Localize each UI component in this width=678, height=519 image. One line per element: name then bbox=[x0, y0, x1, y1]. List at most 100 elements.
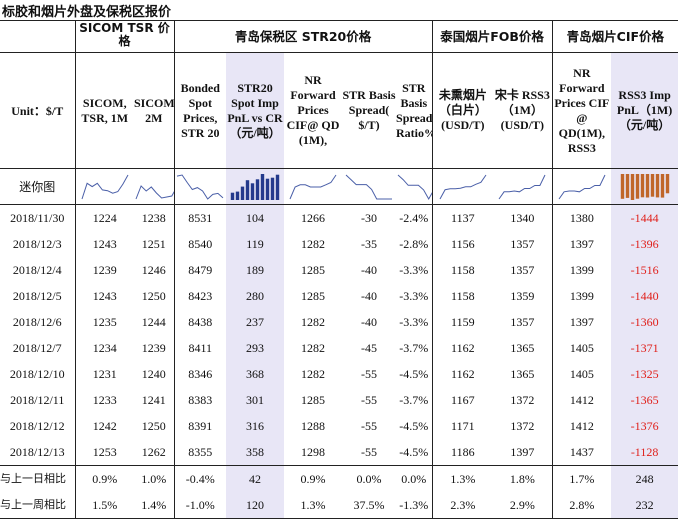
group-thai-fob: 泰国烟片FOB价格 bbox=[432, 20, 553, 53]
cell-nr_fwd_rss3: 1397 bbox=[569, 315, 594, 329]
sparkline-bar bbox=[265, 178, 270, 200]
cell-str20_pnl: 368 bbox=[226, 361, 285, 387]
group-sicom: SICOM TSR 价格 bbox=[75, 20, 175, 53]
sparkline-bar bbox=[240, 186, 245, 200]
cell-str_basis_ratio: -4.5% bbox=[396, 413, 433, 439]
sparkline-line bbox=[177, 173, 224, 200]
cell-str20_pnl: 301 bbox=[226, 387, 285, 413]
change-row: 与上一周相比 1.5% 1.4% -1.0% 120 1.3% 37.5% -1.3% 2.3%… bbox=[0, 492, 678, 519]
row-date: 2018/12/4 bbox=[0, 257, 76, 283]
cell-ribbed_smoked: 1171 bbox=[451, 419, 475, 433]
cell-rss3_fob: 1357 bbox=[493, 257, 553, 283]
table-row: 2018/12/13 1253 1262 8355 358 1298 -55 -4.5% 118… bbox=[0, 439, 678, 466]
cell-sicom_2m: 1241 bbox=[134, 387, 175, 413]
cell-bonded_spot: 8531 bbox=[188, 211, 213, 225]
sparkline-chart bbox=[177, 173, 224, 200]
cell-nr_fwd_cif: 1285 bbox=[301, 263, 326, 277]
cell-nr_fwd_cif: 1282 bbox=[301, 237, 326, 251]
sparkline-line bbox=[558, 174, 606, 199]
cell-rss3_fob: 1357 bbox=[493, 231, 553, 257]
sparkline-ribbed_smoked bbox=[432, 168, 494, 205]
row-date: 2018/12/13 bbox=[0, 439, 76, 466]
cell-nr_fwd_cif: 1288 bbox=[301, 419, 326, 433]
cell-str20_pnl: 119 bbox=[226, 231, 285, 257]
cell-str_basis_spread: -30 bbox=[361, 211, 378, 225]
cell-str_basis_spread: -45 bbox=[361, 341, 378, 355]
sparkline-bar bbox=[630, 173, 634, 200]
table-row: 2018/12/4 1239 1246 8479 189 1285 -40 -3.3% 1158… bbox=[0, 257, 678, 283]
cell-sicom_1m: 1243 bbox=[92, 237, 117, 251]
col-header-str-basis-spread: STR Basis Spread( $/T) bbox=[342, 52, 397, 169]
sparkline-bar bbox=[660, 173, 664, 198]
cell-nr_fwd_rss3: 1412 bbox=[569, 419, 594, 433]
cell-ribbed_smoked: 1162 bbox=[451, 367, 475, 381]
row-date: 2018/12/12 bbox=[0, 413, 76, 439]
sparkline-bar bbox=[230, 192, 235, 200]
col-header-str-basis-ratio: STR Basis Spread Ratio% bbox=[396, 52, 433, 169]
cell-bonded_spot: 8355 bbox=[174, 439, 227, 466]
cell-rss3_pnl: -1128 bbox=[611, 439, 678, 466]
cell-sicom_2m: 1262 bbox=[134, 439, 175, 466]
sparkline-chart bbox=[135, 184, 174, 199]
cell-rss3_fob: 1365 bbox=[493, 335, 553, 361]
sparkline-nr_fwd_rss3 bbox=[552, 168, 612, 205]
sparkline-sicom_2m bbox=[134, 168, 175, 205]
cell-nr_fwd_rss3: 1437 bbox=[552, 439, 612, 466]
price-table: SICOM TSR 价格 青岛保税区 STR20价格 泰国烟片FOB价格 青岛烟… bbox=[0, 20, 678, 519]
table-row: 2018/12/11 1233 1241 8383 301 1285 -55 -3.7% 116… bbox=[0, 387, 678, 413]
cell-rss3_pnl: -1396 bbox=[611, 231, 678, 257]
group-qingdao-bonded: 青岛保税区 STR20价格 bbox=[174, 20, 433, 53]
cell-str_basis_spread: -40 bbox=[361, 263, 378, 277]
cell-sicom_2m: 1238 bbox=[134, 204, 175, 231]
row-date: 2018/11/30 bbox=[0, 204, 76, 231]
cell-nr_fwd_cif: 1282 bbox=[301, 315, 326, 329]
cell-sicom_2m: 1250 bbox=[134, 413, 175, 439]
row-date: 2018/12/11 bbox=[0, 387, 76, 413]
cell-rss3_fob: 1372 bbox=[493, 413, 553, 439]
cell-str20_pnl: 280 bbox=[226, 283, 285, 309]
group-header-row: SICOM TSR 价格 青岛保税区 STR20价格 泰国烟片FOB价格 青岛烟… bbox=[0, 20, 678, 53]
cell-rss3_pnl: -1440 bbox=[611, 283, 678, 309]
change-sicom_2m: 1.4% bbox=[134, 492, 175, 519]
sparkline-line bbox=[135, 184, 174, 199]
cell-nr_fwd_rss3: 1397 bbox=[569, 237, 594, 251]
cell-str_basis_ratio: -2.8% bbox=[396, 231, 433, 257]
sparkline-chart bbox=[498, 174, 546, 199]
cell-bonded_spot: 8438 bbox=[188, 315, 213, 329]
group-qingdao-cif: 青岛烟片CIF价格 bbox=[552, 20, 678, 53]
sparkline-line bbox=[498, 174, 546, 199]
cell-nr_fwd_rss3: 1412 bbox=[569, 393, 594, 407]
cell-str_basis_spread: -55 bbox=[361, 367, 378, 381]
page-title: 标胶和烟片外盘及保税区报价 bbox=[2, 5, 172, 20]
sparkline-line bbox=[439, 174, 487, 199]
sparkline-sicom_1m bbox=[75, 168, 134, 205]
table-row: 2018/12/12 1242 1250 8391 316 1288 -55 -4.5% 117… bbox=[0, 413, 678, 439]
table-row: 2018/12/10 1231 1240 8346 368 1282 -55 -4.5% 116… bbox=[0, 361, 678, 387]
cell-nr_fwd_cif: 1285 bbox=[301, 393, 326, 407]
cell-str20_pnl: 316 bbox=[226, 413, 285, 439]
sparkline-bar bbox=[635, 173, 639, 199]
sparkline-line bbox=[345, 174, 393, 199]
sparkline-chart bbox=[558, 174, 606, 199]
sparkline-bar bbox=[255, 178, 260, 200]
unit-label: Unit：$/T bbox=[0, 52, 76, 169]
cell-rss3_pnl: -1516 bbox=[611, 257, 678, 283]
change-rss3_fob: 1.8% bbox=[493, 465, 553, 492]
change-str20_pnl: 42 bbox=[226, 465, 285, 492]
cell-str_basis_ratio: -3.3% bbox=[396, 283, 433, 309]
cell-sicom_1m: 1234 bbox=[92, 341, 117, 355]
cell-str_basis_ratio: -3.7% bbox=[396, 335, 433, 361]
change-rss3_pnl: 232 bbox=[611, 492, 678, 519]
col-header-ribbed-smoked: 未熏烟片（白片）(USD/T) bbox=[432, 52, 494, 169]
cell-rss3_pnl: -1360 bbox=[611, 309, 678, 335]
cell-nr_fwd_rss3: 1399 bbox=[569, 263, 594, 277]
sparkline-bar bbox=[645, 173, 649, 197]
cell-sicom_2m: 1244 bbox=[134, 309, 175, 335]
cell-sicom_1m: 1239 bbox=[92, 263, 117, 277]
change-row: 与上一日相比 0.9% 1.0% -0.4% 42 0.9% 0.0% 0.0% 1.3% 1.8… bbox=[0, 465, 678, 492]
corner-cell bbox=[0, 20, 76, 53]
change-rss3_pnl: 248 bbox=[611, 465, 678, 492]
cell-str_basis_ratio: -2.4% bbox=[396, 204, 433, 231]
cell-sicom_1m: 1233 bbox=[92, 393, 117, 407]
sparkline-str20_pnl bbox=[226, 168, 285, 205]
